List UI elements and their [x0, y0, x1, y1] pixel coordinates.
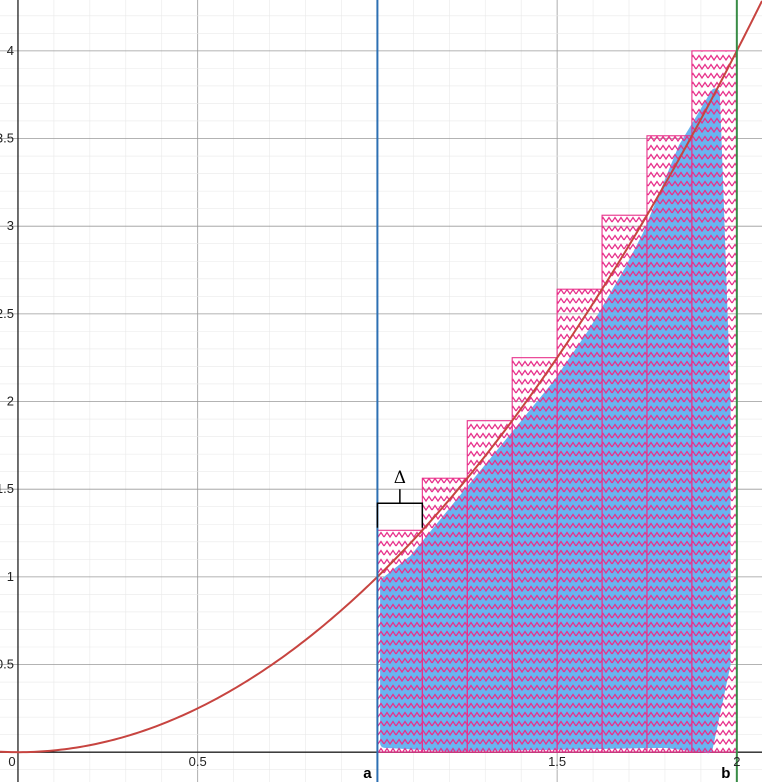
x-tick-label: 0: [8, 754, 15, 769]
function-curve: [0, 0, 762, 754]
y-tick-label: 2: [7, 394, 14, 409]
lower-bound-label: a: [363, 765, 372, 782]
y-tick-label: 3.5: [0, 131, 14, 146]
bound-lines: [376, 0, 738, 782]
riemann-rectangles: [376, 50, 738, 753]
y-tick-label: 0.5: [0, 657, 14, 672]
x-tick-label: 2: [733, 754, 740, 769]
riemann-rectangle: [646, 135, 693, 753]
y-tick-label: 2.5: [0, 306, 14, 321]
tick-labels: 0 0.5 1.5 2 0.5 1 1.5 2 2.5 3 3.5 4 a b: [0, 43, 740, 782]
x-tick-label: 0.5: [189, 754, 207, 769]
delta-label: Δ: [394, 468, 406, 488]
delta-bracket: Δ: [376, 468, 424, 528]
upper-bound-label: b: [721, 765, 730, 782]
y-tick-label: 1: [7, 569, 14, 584]
riemann-rectangle: [421, 477, 468, 753]
y-tick-label: 4: [7, 43, 14, 58]
riemann-rectangle: [601, 214, 648, 753]
parabola-curve: [0, 0, 762, 754]
riemann-rectangle: [691, 50, 738, 753]
x-tick-label: 1.5: [548, 754, 566, 769]
riemann-rectangle: [376, 529, 423, 753]
riemann-rectangle: [556, 288, 603, 753]
y-tick-label: 3: [7, 218, 14, 233]
y-tick-label: 1.5: [0, 481, 14, 496]
riemann-rectangle: [466, 420, 513, 753]
riemann-rectangle: [511, 357, 558, 753]
